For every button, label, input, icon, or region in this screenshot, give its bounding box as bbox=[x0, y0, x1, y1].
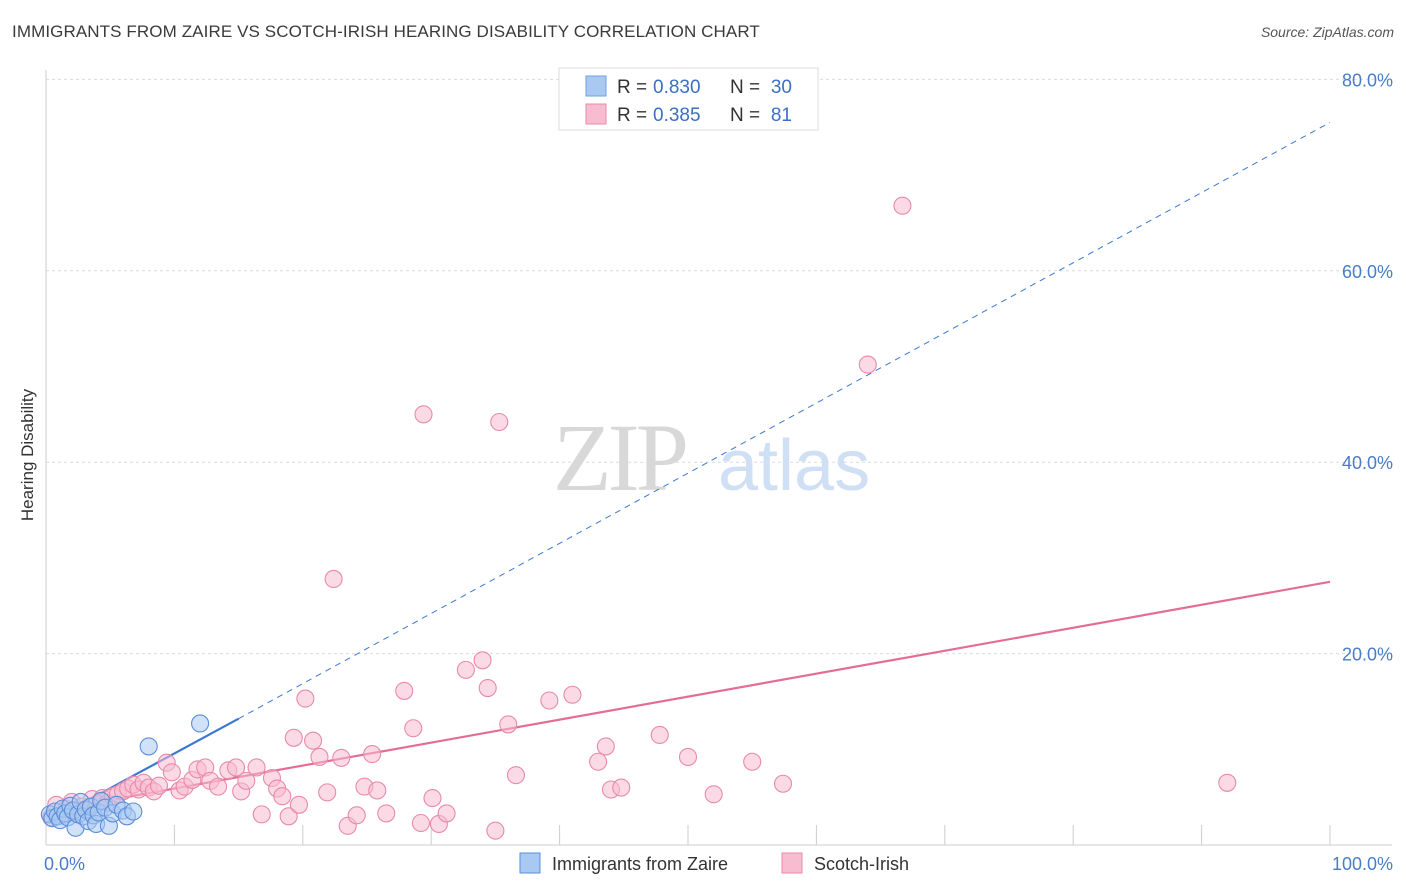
legend-swatch bbox=[585, 103, 607, 125]
point-scotch-irish bbox=[237, 771, 256, 790]
point-scotch-irish bbox=[456, 660, 475, 679]
trend-line-zaire-extension bbox=[238, 122, 1331, 720]
axes bbox=[45, 70, 1392, 846]
watermark-atlas: atlas bbox=[718, 426, 870, 506]
point-scotch-irish bbox=[423, 789, 442, 808]
y-tick-label: 20.0% bbox=[1342, 645, 1393, 665]
point-scotch-irish bbox=[486, 821, 505, 840]
point-scotch-irish bbox=[540, 691, 559, 710]
point-scotch-irish bbox=[596, 737, 615, 756]
point-scotch-irish bbox=[324, 569, 343, 589]
point-scotch-irish bbox=[478, 679, 497, 698]
chart-title: IMMIGRANTS FROM ZAIRE VS SCOTCH-IRISH HE… bbox=[12, 22, 760, 41]
point-scotch-irish bbox=[473, 651, 492, 670]
point-scotch-irish bbox=[279, 807, 298, 826]
point-scotch-irish bbox=[363, 745, 382, 764]
point-scotch-irish bbox=[490, 412, 509, 432]
point-scotch-irish bbox=[506, 766, 525, 785]
trend-lines bbox=[45, 122, 1331, 824]
point-scotch-irish bbox=[411, 813, 430, 833]
bottom-legend: Immigrants from Zaire Scotch-Irish bbox=[519, 852, 909, 874]
point-scotch-irish bbox=[310, 747, 329, 767]
point-scotch-irish bbox=[252, 805, 271, 824]
bottom-legend-label: Immigrants from Zaire bbox=[552, 854, 728, 874]
legend-n-value: 30 bbox=[771, 77, 792, 98]
point-scotch-irish bbox=[858, 355, 877, 374]
y-tick-labels: 20.0% 40.0% 60.0% 80.0% bbox=[1342, 70, 1393, 664]
point-scotch-irish bbox=[704, 785, 723, 804]
point-scotch-irish bbox=[273, 787, 292, 806]
point-scotch-irish bbox=[304, 731, 323, 750]
y-tick-label: 60.0% bbox=[1342, 262, 1393, 282]
legend-r-label: R = bbox=[617, 77, 647, 98]
point-scotch-irish bbox=[395, 681, 414, 700]
point-scotch-irish bbox=[368, 781, 387, 800]
legend-n-label: N = bbox=[730, 105, 760, 126]
legend-r-value: 0.830 bbox=[653, 77, 701, 98]
point-scotch-irish bbox=[437, 804, 456, 823]
legend-n-label: N = bbox=[730, 77, 760, 98]
point-scotch-irish bbox=[149, 776, 169, 795]
x-tick-labels: 0.0% 100.0% bbox=[44, 854, 1393, 874]
point-scotch-irish bbox=[678, 747, 698, 767]
point-scotch-irish bbox=[893, 196, 912, 215]
point-zaire bbox=[139, 737, 158, 756]
point-scotch-irish bbox=[332, 748, 351, 767]
bottom-legend-label: Scotch-Irish bbox=[814, 854, 909, 874]
point-scotch-irish bbox=[289, 795, 308, 814]
bottom-legend-swatch bbox=[519, 852, 541, 874]
point-scotch-irish bbox=[162, 763, 181, 782]
point-scotch-irish bbox=[612, 778, 631, 797]
point-scotch-irish bbox=[247, 758, 266, 777]
point-scotch-irish bbox=[404, 719, 423, 738]
point-scotch-irish bbox=[209, 777, 228, 796]
source-label: Source: ZipAtlas.com bbox=[1260, 24, 1394, 40]
watermark-zip: ZIP bbox=[553, 404, 686, 511]
x-tick-label: 100.0% bbox=[1332, 854, 1393, 874]
y-tick-label: 40.0% bbox=[1342, 453, 1393, 473]
data-points bbox=[40, 196, 1237, 840]
point-scotch-irish bbox=[377, 804, 396, 823]
point-scotch-irish bbox=[226, 758, 246, 777]
point-scotch-irish bbox=[650, 725, 669, 744]
watermark: ZIP atlas bbox=[553, 404, 870, 511]
point-scotch-irish bbox=[499, 715, 518, 734]
legend-n-value: 81 bbox=[771, 105, 792, 126]
point-scotch-irish bbox=[773, 774, 793, 793]
grid-lines bbox=[46, 78, 1392, 655]
legend-swatch bbox=[585, 75, 607, 97]
point-scotch-irish bbox=[318, 783, 337, 802]
point-scotch-irish bbox=[743, 752, 762, 771]
legend-r-value: 0.385 bbox=[653, 105, 701, 126]
point-scotch-irish bbox=[563, 685, 582, 704]
point-scotch-irish bbox=[414, 405, 433, 424]
bottom-legend-swatch bbox=[781, 852, 803, 874]
point-scotch-irish bbox=[589, 752, 608, 771]
point-scotch-irish bbox=[347, 806, 366, 825]
y-axis-label: Hearing Disability bbox=[18, 388, 37, 521]
point-zaire bbox=[124, 802, 143, 821]
point-scotch-irish bbox=[296, 689, 315, 708]
y-tick-label: 80.0% bbox=[1342, 70, 1393, 90]
point-scotch-irish bbox=[284, 728, 303, 747]
legend-r-label: R = bbox=[617, 105, 647, 126]
x-tick-label: 0.0% bbox=[44, 854, 85, 874]
point-scotch-irish bbox=[1218, 773, 1237, 792]
legend-box: R = 0.830 N = 30 R = 0.385 N = 81 bbox=[558, 67, 819, 131]
point-zaire bbox=[191, 714, 210, 733]
